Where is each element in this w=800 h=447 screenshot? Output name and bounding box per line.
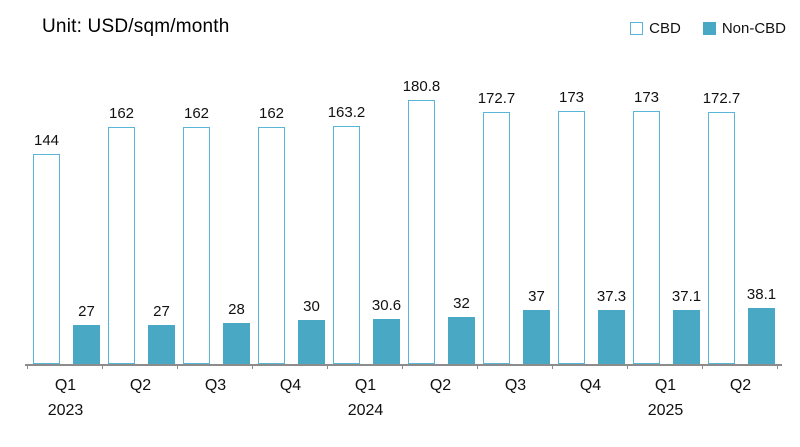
value-label: 144 (33, 131, 60, 149)
axis-tick-mark (177, 364, 178, 369)
cbd-bar (708, 111, 735, 364)
value-label: 162 (108, 105, 135, 123)
x-axis-year-label: 2023 (47, 402, 84, 419)
value-label: 173 (633, 89, 660, 107)
value-label: 172.7 (702, 89, 741, 107)
value-label: 30.6 (371, 297, 402, 315)
value-label: 162 (258, 105, 285, 123)
x-axis-quarter-label: Q1 (654, 377, 677, 394)
cbd-bar (633, 111, 660, 364)
noncbd-bar (373, 319, 400, 364)
x-axis-quarter-label: Q4 (279, 377, 302, 394)
noncbd-bar (523, 309, 550, 364)
x-axis-quarter-label: Q1 (354, 377, 377, 394)
value-label: 27 (153, 302, 170, 320)
cbd-bar (333, 125, 360, 364)
noncbd-bar (148, 324, 175, 364)
x-axis-quarter-label: Q2 (729, 377, 752, 394)
legend-label: Non-CBD (721, 20, 786, 37)
axis-tick-mark (777, 364, 778, 369)
cbd-bar (558, 111, 585, 364)
noncbd-bar (73, 324, 100, 364)
axis-tick-mark (702, 364, 703, 369)
x-axis-quarter-label: Q2 (129, 377, 152, 394)
cbd-swatch-icon (630, 22, 644, 35)
axis-tick-mark (627, 364, 628, 369)
noncbd-bar (748, 308, 775, 364)
noncbd-bar (673, 309, 700, 364)
cbd-bar (108, 127, 135, 364)
value-label: 28 (228, 301, 245, 319)
value-label: 162 (183, 105, 210, 123)
x-axis-year-label: 2025 (647, 402, 684, 419)
value-label: 38.1 (746, 286, 777, 304)
legend: CBD Non-CBD (630, 20, 786, 37)
x-axis-quarter-label: Q3 (204, 377, 227, 394)
cbd-bar (483, 111, 510, 364)
noncbd-bar (448, 317, 475, 364)
noncbd-bar (223, 323, 250, 364)
axis-tick-mark (102, 364, 103, 369)
value-label: 180.8 (402, 78, 441, 96)
x-axis-quarter-label: Q2 (429, 377, 452, 394)
legend-item-cbd: CBD (630, 20, 681, 37)
value-label: 163.2 (327, 103, 366, 121)
cbd-bar (408, 100, 435, 364)
axis-tick-mark (402, 364, 403, 369)
x-axis-quarter-label: Q4 (579, 377, 602, 394)
value-label: 37.1 (671, 287, 702, 305)
value-label: 37.3 (596, 287, 627, 305)
value-label: 173 (558, 89, 585, 107)
x-axis-year-label: 2024 (347, 402, 384, 419)
axis-tick-mark (327, 364, 328, 369)
axis-tick-mark (477, 364, 478, 369)
noncbd-bar (598, 309, 625, 364)
x-axis-quarter-label: Q1 (54, 377, 77, 394)
unit-label: Unit: USD/sqm/month (42, 16, 230, 37)
cbd-bar (258, 127, 285, 364)
legend-item-non-cbd: Non-CBD (702, 20, 786, 37)
noncbd-bar (298, 320, 325, 364)
legend-label: CBD (649, 20, 681, 37)
value-label: 27 (78, 302, 95, 320)
value-label: 32 (453, 295, 470, 313)
value-label: 30 (303, 298, 320, 316)
axis-tick-mark (27, 364, 28, 369)
cbd-bar (33, 153, 60, 364)
axis-tick-mark (552, 364, 553, 369)
value-label: 37 (528, 287, 545, 305)
noncbd-swatch-icon (702, 22, 716, 35)
cbd-bar (183, 127, 210, 364)
x-axis-line (25, 364, 782, 366)
axis-tick-mark (252, 364, 253, 369)
value-label: 172.7 (477, 89, 516, 107)
x-axis-quarter-label: Q3 (504, 377, 527, 394)
